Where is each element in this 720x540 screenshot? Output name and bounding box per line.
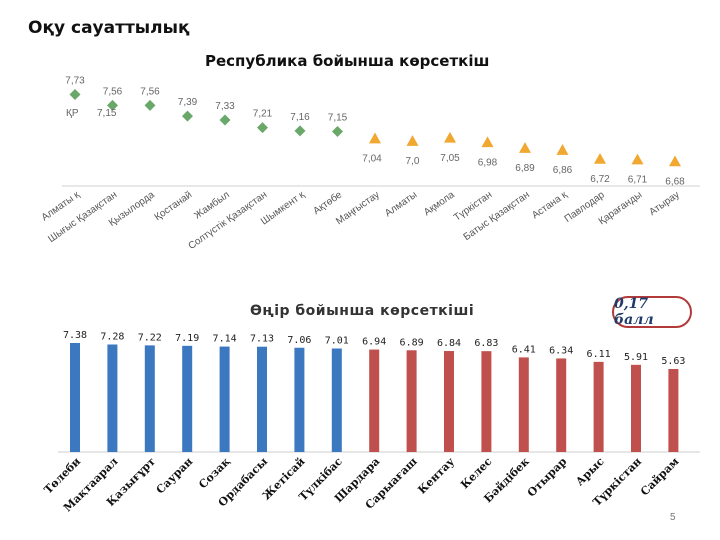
chart1-point: [219, 114, 231, 126]
chart2-value-label: 5.91: [624, 352, 648, 363]
chart2-value-label: 6.94: [362, 337, 386, 348]
chart1-point: [369, 132, 381, 144]
chart1-point: [481, 136, 494, 148]
chart2-value-label: 7.01: [325, 335, 349, 346]
chart1-value-label: 7,73: [65, 75, 85, 86]
chart1-point: [257, 122, 268, 134]
chart2-bar: [257, 346, 267, 452]
chart2-bar: [668, 369, 679, 452]
chart1-title: Республика бойынша көрсеткіш: [205, 52, 490, 70]
chart2-value-label: 7.22: [138, 332, 162, 343]
chart2-bar: [144, 345, 155, 452]
chart1-value-label: 7,05: [440, 153, 460, 164]
chart2-bar: [481, 351, 492, 452]
chart2-value-label: 7.14: [213, 334, 237, 345]
chart1-point: [144, 99, 156, 111]
delta-badge: 0,17 балл: [612, 296, 692, 328]
chart1-point: [556, 144, 569, 155]
chart1-point: [332, 126, 343, 137]
chart2-value-label: 7.13: [250, 334, 274, 345]
chart2-value-label: 6.34: [549, 345, 573, 356]
chart1-point: [519, 142, 531, 153]
chart2-category-label: Созақ: [196, 455, 232, 491]
chart2-bar: [518, 357, 529, 452]
chart1-value-label: 7,0: [406, 156, 420, 167]
chart1-value-label: 7,21: [253, 109, 273, 120]
chart2-value-label: 6.83: [474, 338, 498, 349]
chart1-value-label: 7,15: [328, 113, 348, 124]
chart1-value-label: 7,56: [140, 86, 160, 97]
chart2-value-label: 7.06: [287, 335, 311, 346]
chart2-bar: [556, 358, 567, 452]
chart2-category-label: Сауран: [154, 455, 196, 497]
chart2-value-label: 6.41: [512, 344, 536, 355]
chart2-value-label: 7.28: [100, 331, 124, 342]
chart2-value-label: 7.38: [63, 330, 87, 341]
chart2-bar: [593, 361, 604, 452]
chart1-reference-value: 7,15: [97, 108, 117, 119]
chart1-value-label: 6,98: [478, 157, 498, 168]
chart1-value-label: 7,16: [290, 112, 310, 123]
chart1-point: [444, 131, 456, 143]
chart1-value-label: 6,68: [665, 177, 685, 188]
page-number: 5: [670, 512, 676, 523]
republic-scatter-chart: ҚР 7,15 7,73 7,56 7,56 7,39 7,33 7,21 7,16 7,15 7,…: [40, 75, 700, 252]
chart1-point: [631, 153, 644, 165]
chart2-category-label: Сайрам: [638, 455, 682, 499]
chart2-value-label: 5.63: [661, 356, 685, 367]
chart2-value-label: 6.89: [400, 337, 424, 348]
chart2-bar: [406, 350, 417, 452]
chart2-category-label: Келес: [458, 455, 495, 492]
chart1-point: [406, 135, 419, 146]
slide-title: Оқу сауаттылық: [28, 18, 190, 38]
chart1-reference-label: ҚР: [66, 108, 79, 119]
chart2-bar: [107, 344, 118, 452]
chart1-point: [669, 155, 681, 167]
chart2-bar: [369, 349, 380, 452]
chart2-value-label: 6.11: [587, 349, 611, 360]
chart1-value-label: 7,33: [215, 101, 235, 112]
chart1-value-label: 6,71: [628, 175, 648, 186]
chart1-value-label: 7,04: [362, 154, 382, 165]
chart1-value-label: 7,39: [178, 97, 198, 108]
chart1-value-label: 6,72: [590, 174, 610, 185]
chart1-point: [182, 110, 193, 122]
chart2-value-label: 7.19: [175, 333, 199, 344]
chart2-bar: [631, 364, 641, 452]
chart1-point: [107, 99, 118, 111]
chart2-category-label: Арыс: [573, 455, 607, 489]
chart2-value-label: 6.84: [437, 338, 461, 349]
chart2-bar: [70, 343, 80, 452]
chart2-bar: [294, 347, 305, 452]
chart1-point: [69, 88, 81, 100]
chart2-bar: [444, 351, 454, 452]
chart1-value-label: 6,89: [515, 163, 535, 174]
chart1-point: [594, 152, 606, 164]
chart2-category-label: Отырар: [525, 455, 570, 500]
chart2-bar: [182, 345, 193, 452]
chart1-value-label: 7,56: [103, 86, 123, 97]
chart1-value-label: 6,86: [553, 165, 573, 176]
chart2-bar: [331, 348, 342, 452]
chart2-bar: [219, 346, 230, 452]
chart2-category-label: Кентау: [415, 455, 457, 497]
chart2-title: Өңір бойынша көрсеткіші: [250, 303, 475, 319]
chart1-point: [294, 125, 306, 137]
